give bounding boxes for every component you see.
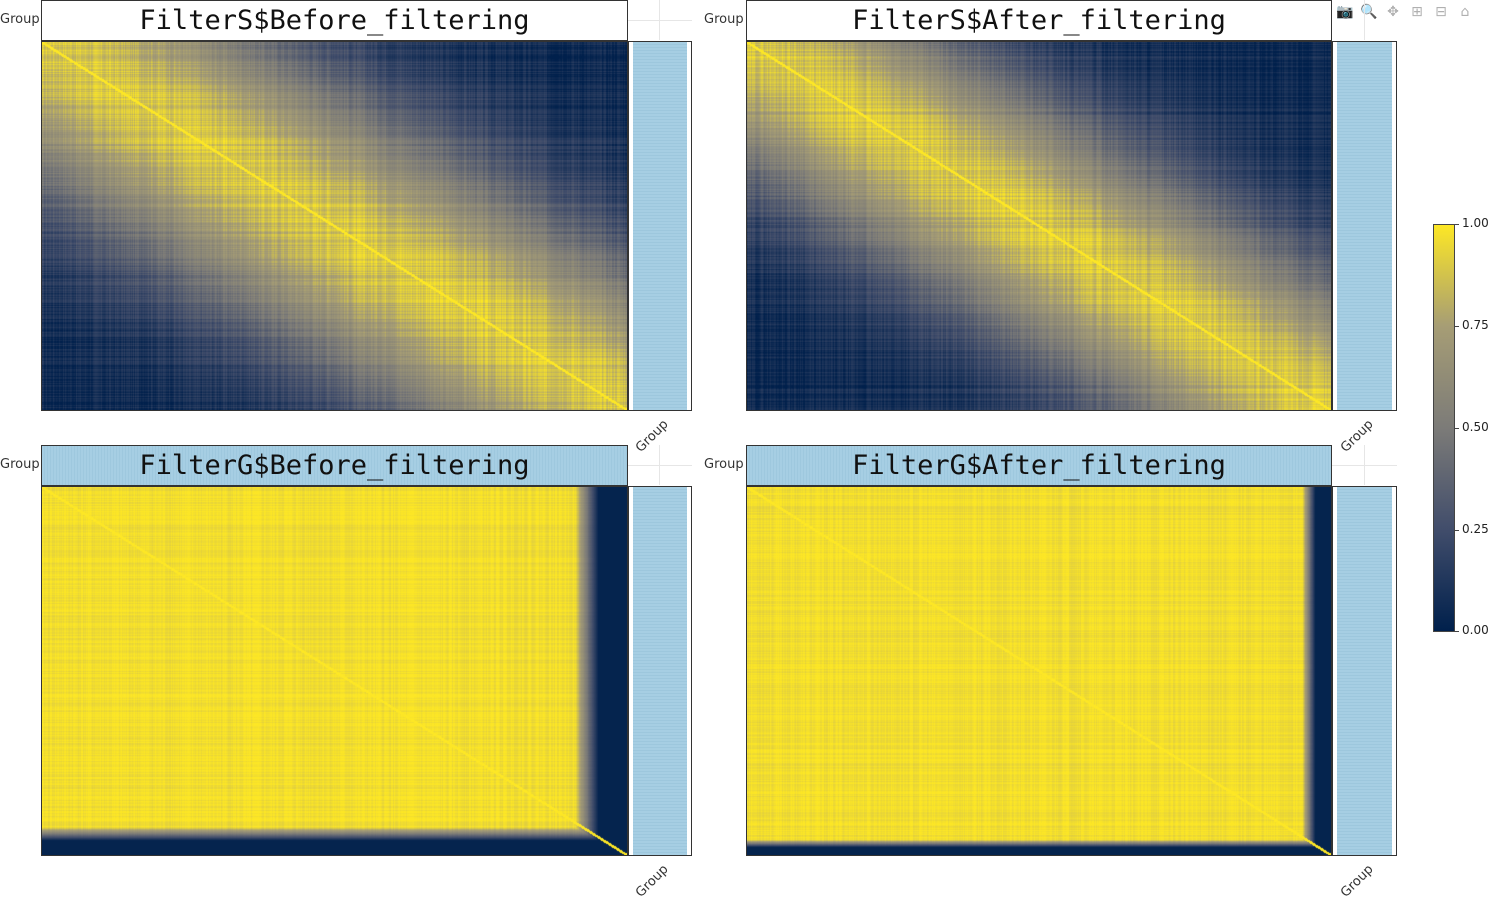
heatmap[interactable] [746, 41, 1332, 411]
colorbar-tick: 0.00 [1462, 623, 1489, 637]
panel-title: FilterG$Before_filtering [41, 445, 628, 486]
group-bar[interactable] [628, 486, 692, 856]
panel-title: FilterS$After_filtering [746, 0, 1332, 41]
group-bar[interactable] [1332, 486, 1397, 856]
zoom-out-icon[interactable]: ⊟ [1435, 4, 1447, 20]
colorbar-tick: 0.75 [1462, 318, 1489, 332]
x-axis-label: Group [633, 862, 672, 901]
zoom-in-icon[interactable]: ⊞ [1411, 4, 1423, 20]
heatmap-canvas[interactable] [747, 42, 1331, 410]
x-axis-label: Group [633, 417, 672, 456]
home-icon[interactable]: ⌂ [1460, 4, 1470, 20]
colorbar-tick: 0.25 [1462, 522, 1489, 536]
heatmap-canvas[interactable] [42, 42, 627, 410]
zoom-icon[interactable]: 🔍 [1360, 4, 1378, 20]
y-axis-label: Group [0, 457, 40, 472]
y-axis-label: Group [704, 457, 744, 472]
panel-title: FilterG$After_filtering [746, 445, 1332, 486]
group-bar[interactable] [1332, 41, 1397, 411]
group-bar[interactable] [628, 41, 692, 411]
y-axis-label: Group [704, 12, 744, 27]
heatmap[interactable] [746, 486, 1332, 856]
panel-title: FilterS$Before_filtering [41, 0, 628, 41]
camera-icon[interactable]: 📷 [1336, 4, 1354, 20]
heatmap-canvas[interactable] [42, 487, 627, 855]
heatmap-canvas[interactable] [747, 487, 1331, 855]
colorbar [1433, 224, 1455, 632]
colorbar-tick: 0.50 [1462, 420, 1489, 434]
modebar: 📷 🔍 ✥ ⊞ ⊟ ⌂ [1333, 4, 1477, 20]
colorbar-tick: 1.00 [1462, 216, 1489, 230]
pan-icon[interactable]: ✥ [1387, 4, 1399, 20]
y-axis-label: Group [0, 12, 40, 27]
heatmap[interactable] [41, 486, 628, 856]
x-axis-label: Group [1338, 862, 1377, 901]
heatmap[interactable] [41, 41, 628, 411]
x-axis-label: Group [1338, 417, 1377, 456]
